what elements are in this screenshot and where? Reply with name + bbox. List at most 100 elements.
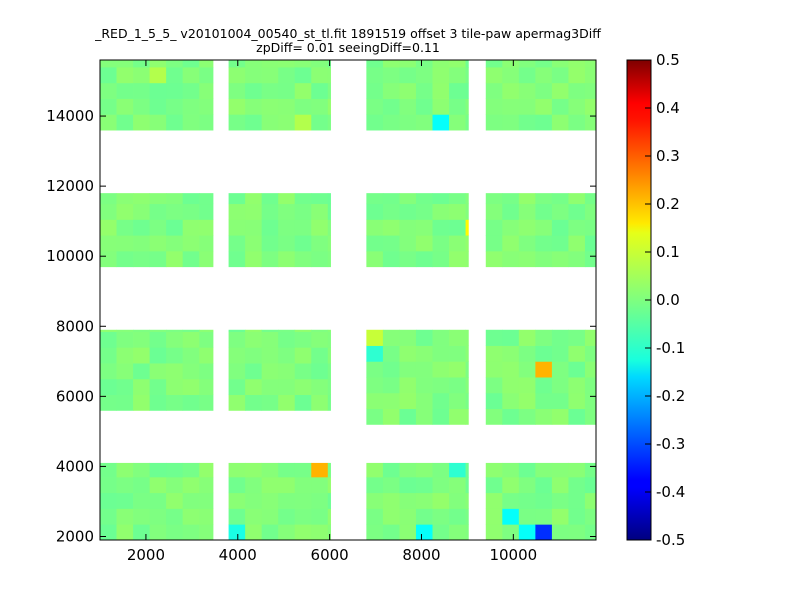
heatmap-cell <box>294 394 312 411</box>
heatmap-cell <box>278 67 296 84</box>
heatmap-cell <box>485 219 503 236</box>
heatmap-cell <box>382 114 400 131</box>
heatmap-cell <box>584 524 597 541</box>
heatmap-cell <box>399 82 417 99</box>
heatmap-cell <box>199 60 214 68</box>
heatmap-cell <box>584 203 597 220</box>
heatmap-cell <box>382 82 400 99</box>
heatmap-cell <box>278 347 296 364</box>
heatmap-cell <box>149 203 167 220</box>
heatmap-cell <box>311 378 329 395</box>
heatmap-cell <box>415 492 433 509</box>
heatmap-cell <box>465 235 469 252</box>
heatmap-cell <box>465 60 469 68</box>
heatmap-cell <box>382 524 400 541</box>
heatmap-cell <box>278 331 296 348</box>
heatmap-cell <box>535 203 553 220</box>
heatmap-cell <box>311 508 329 525</box>
heatmap-cell <box>327 67 331 84</box>
heatmap-cell <box>518 67 536 84</box>
heatmap-cell <box>149 193 167 205</box>
heatmap-cell <box>116 347 134 364</box>
heatmap-cell <box>535 508 553 525</box>
heatmap-cell <box>502 203 520 220</box>
heatmap-cell <box>294 524 312 541</box>
heatmap-cell <box>568 250 586 268</box>
heatmap-cell <box>149 492 167 509</box>
heatmap-cell <box>518 235 536 252</box>
heatmap-cell <box>399 98 417 115</box>
heatmap-cell <box>518 492 536 509</box>
heatmap-cell <box>149 114 167 131</box>
heatmap-cell <box>133 82 150 99</box>
heatmap-cell <box>432 345 450 362</box>
heatmap-cell <box>166 508 184 525</box>
heatmap-cell <box>166 492 184 509</box>
heatmap-cell <box>100 235 117 252</box>
heatmap-cell <box>415 98 433 115</box>
heatmap-cell <box>551 408 569 425</box>
heatmap-cell <box>535 361 553 378</box>
heatmap-cell <box>465 203 469 220</box>
heatmap-cell <box>485 193 503 205</box>
heatmap-cell <box>261 508 279 525</box>
heatmap-cell <box>366 60 384 68</box>
colorbar-tick-label: 0.0 <box>656 291 680 309</box>
heatmap-cell <box>133 98 150 115</box>
heatmap-cell <box>551 345 569 362</box>
heatmap-cell <box>182 524 200 541</box>
heatmap-cell <box>133 331 150 348</box>
heatmap-cell <box>399 377 417 394</box>
heatmap-cell <box>432 250 450 268</box>
heatmap-cell <box>245 82 263 99</box>
heatmap-cell <box>166 193 184 205</box>
heatmap-cell <box>465 345 469 362</box>
heatmap-cell <box>551 462 569 478</box>
heatmap-cell <box>166 476 184 494</box>
heatmap-cell <box>518 524 536 541</box>
heatmap-cell <box>166 524 184 541</box>
heatmap-cell <box>133 524 150 541</box>
heatmap-cell <box>449 235 466 252</box>
heatmap-cell <box>278 235 296 252</box>
heatmap-cell <box>294 508 312 525</box>
heatmap-cell <box>100 98 117 115</box>
heatmap-cell <box>449 219 466 236</box>
heatmap-cell <box>100 329 117 332</box>
y-tick-label: 8000 <box>56 317 94 335</box>
heatmap-cell <box>311 219 329 236</box>
heatmap-cell <box>228 331 246 348</box>
heatmap-cell <box>166 329 184 332</box>
heatmap-cell <box>584 476 597 494</box>
heatmap-cell <box>584 60 597 68</box>
heatmap-cell <box>311 67 329 84</box>
heatmap-cell <box>485 524 503 541</box>
heatmap-cell <box>149 331 167 348</box>
heatmap-cell <box>261 82 279 99</box>
heatmap-cell <box>199 235 214 252</box>
heatmap-cell <box>199 347 214 364</box>
y-tick-label: 6000 <box>56 387 94 405</box>
y-tick-label: 2000 <box>56 527 94 545</box>
heatmap-cell <box>465 462 469 478</box>
heatmap-cell <box>518 462 536 478</box>
heatmap-cell <box>535 408 553 425</box>
heatmap-cell <box>432 82 450 99</box>
heatmap-cell <box>133 476 150 494</box>
heatmap-cell <box>182 98 200 115</box>
heatmap-cell <box>465 114 469 131</box>
heatmap-cell <box>584 377 597 394</box>
heatmap-cell <box>584 361 597 378</box>
heatmap-cell <box>278 114 296 131</box>
heatmap-cell <box>502 98 520 115</box>
heatmap-cell <box>551 377 569 394</box>
heatmap-cell <box>327 219 331 236</box>
x-tick-label: 2000 <box>127 546 165 564</box>
heatmap-cell <box>551 98 569 115</box>
heatmap-cell <box>311 394 329 411</box>
colorbar-tick-label: -0.1 <box>656 339 685 357</box>
heatmap-cell <box>327 378 331 395</box>
heatmap-cell <box>149 378 167 395</box>
heatmap-cell <box>502 524 520 541</box>
